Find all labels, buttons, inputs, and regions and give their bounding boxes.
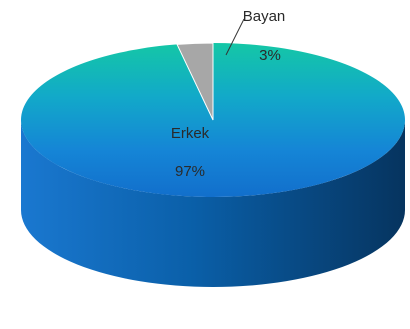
pie-slice-bayan (176, 42, 214, 121)
leader-line (225, 18, 245, 56)
slice-label-bayan: Bayan (243, 8, 286, 25)
slice-value-erkek: 97% (175, 163, 205, 180)
pie-side-wall (21, 120, 405, 287)
slice-value-bayan: 3% (259, 47, 281, 64)
pie-side-face (21, 120, 405, 287)
slice-label-erkek: Erkek (171, 125, 210, 142)
pie-top-face (20, 42, 405, 197)
